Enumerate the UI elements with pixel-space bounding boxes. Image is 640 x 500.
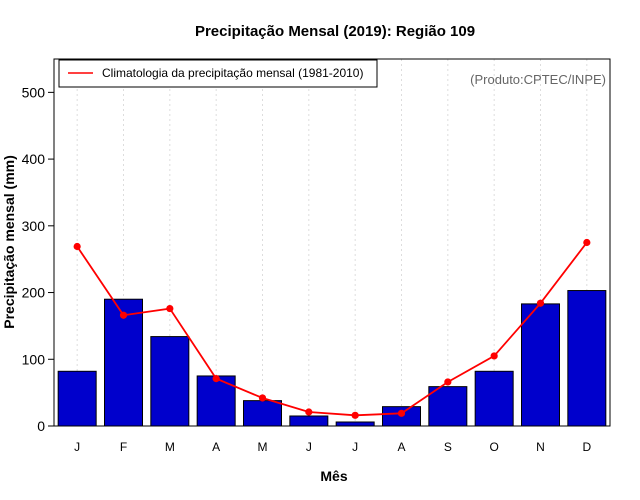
bar <box>428 386 468 427</box>
bar <box>104 298 143 427</box>
source-annotation: (Produto:CPTEC/INPE) <box>470 72 606 87</box>
x-tick-label: A <box>397 440 405 454</box>
y-tick-label: 200 <box>22 285 46 301</box>
chart-title: Precipitação Mensal (2019): Região 109 <box>195 23 475 40</box>
climatology-point <box>397 409 406 417</box>
climatology-point <box>166 304 174 313</box>
bar <box>57 370 97 427</box>
x-tick-label: O <box>489 440 498 454</box>
x-tick-label: N <box>536 440 545 454</box>
climatology-point <box>583 238 591 247</box>
x-tick-label: J <box>306 440 312 454</box>
bar <box>150 336 190 427</box>
y-axis: 0 100 200 300 400 500 <box>22 84 54 434</box>
x-tick-label: F <box>120 440 127 454</box>
climatology-line <box>73 238 591 419</box>
climatology-point <box>73 242 81 251</box>
climatology-point <box>351 411 359 419</box>
y-tick-label: 100 <box>22 351 46 367</box>
x-tick-label: M <box>165 440 175 454</box>
climatology-point <box>444 378 452 386</box>
x-tick-label: S <box>444 440 452 454</box>
bar <box>474 370 514 427</box>
bar <box>243 400 282 427</box>
x-tick-label: D <box>582 440 591 454</box>
bar <box>567 290 607 427</box>
legend: Climatologia da precipitação mensal (198… <box>58 59 378 88</box>
climatology-point <box>212 375 220 383</box>
x-tick-label: M <box>258 440 268 454</box>
y-tick-label: 400 <box>22 151 46 167</box>
climatology-polyline <box>76 241 588 417</box>
climatology-point <box>258 394 267 402</box>
bar <box>289 415 329 427</box>
climatology-point <box>119 311 128 319</box>
legend-box <box>58 59 378 88</box>
climatology-point <box>490 352 498 360</box>
y-tick-label: 300 <box>22 218 46 234</box>
y-tick-label: 0 <box>37 418 45 434</box>
x-tick-label: J <box>352 440 358 454</box>
climatology-point <box>305 408 313 416</box>
x-tick-label: J <box>74 440 80 454</box>
plot-frame <box>53 58 611 427</box>
bar <box>521 303 560 427</box>
x-axis-label: Mês <box>320 468 347 484</box>
legend-entry-climatology: Climatologia da precipitação mensal (198… <box>102 66 363 80</box>
y-axis-label: Precipitação mensal (mm) <box>1 155 17 329</box>
x-tick-label: A <box>212 440 220 454</box>
bars <box>57 290 607 427</box>
y-tick-label: 500 <box>22 84 46 100</box>
climatology-point <box>536 299 545 307</box>
bar <box>335 421 375 427</box>
